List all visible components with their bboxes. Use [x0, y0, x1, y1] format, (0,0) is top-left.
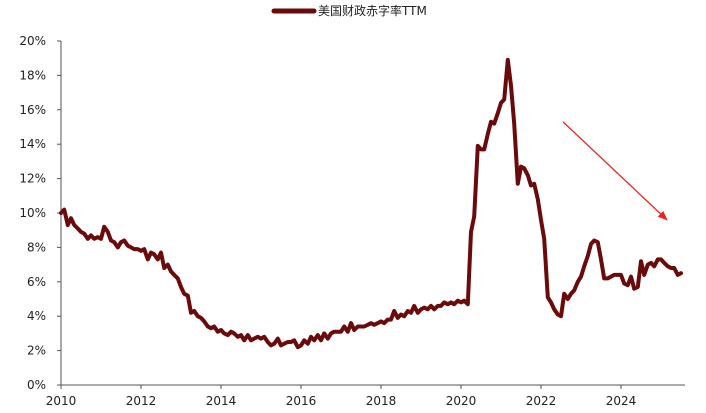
y-tick-label: 10% [19, 206, 46, 220]
x-tick-label: 2018 [366, 394, 397, 408]
y-tick-label: 0% [27, 378, 46, 392]
y-tick-label: 4% [27, 309, 46, 323]
y-tick-label: 18% [19, 68, 46, 82]
x-tick-label: 2024 [606, 394, 637, 408]
x-ticks: 2010 2012 2014 2016 2018 2020 2022 2024 [46, 385, 637, 408]
y-tick-label: 16% [19, 103, 46, 117]
trend-arrow [562, 121, 668, 221]
y-tick-label: 6% [27, 275, 46, 289]
x-tick-label: 2020 [446, 394, 477, 408]
legend: 美国财政赤字率TTM [271, 3, 427, 18]
axes [60, 41, 685, 386]
y-tick-label: 12% [19, 172, 46, 186]
x-tick-label: 2014 [206, 394, 237, 408]
x-tick-label: 2012 [126, 394, 157, 408]
y-tick-label: 14% [19, 137, 46, 151]
y-tick-label: 8% [27, 240, 46, 254]
y-tick-label: 2% [27, 344, 46, 358]
deficit-rate-series-line [59, 57, 683, 350]
legend-label: 美国财政赤字率TTM [318, 3, 427, 18]
x-tick-label: 2010 [46, 394, 77, 408]
x-tick-label: 2022 [526, 394, 557, 408]
y-ticks: 0% 2% 4% 6% 8% 10% 12% 14% 16% 18% 20% [19, 34, 61, 392]
x-tick-label: 2016 [286, 394, 317, 408]
y-tick-label: 20% [19, 34, 46, 48]
